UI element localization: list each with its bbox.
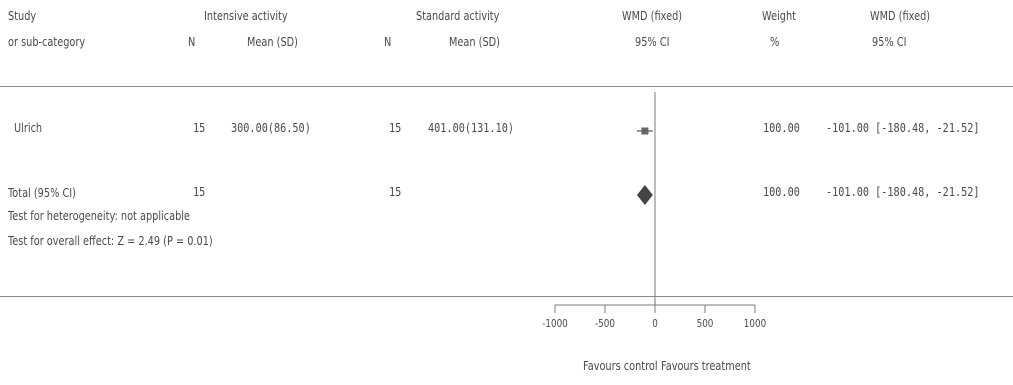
study-wmd-ci: -101.00 [-180.48, -21.52] [826, 121, 980, 135]
header-intensive-activity: Intensive activity [204, 8, 288, 23]
study-standard-mean-sd: 401.00(131.10) [428, 121, 514, 135]
header-study: Study [8, 8, 37, 23]
header-standard-mean-sd: Mean (SD) [449, 34, 500, 49]
header-weight: Weight [762, 8, 796, 23]
overall-effect-note: Test for overall effect: Z = 2.49 (P = 0… [8, 233, 213, 248]
x-tick-label-2: 0 [652, 318, 658, 330]
total-weight: 100.00 [763, 185, 800, 199]
total-standard-n: 15 [389, 185, 402, 199]
header-ci: 95% CI [635, 34, 670, 49]
favours-treatment-label: Favours treatment [661, 358, 751, 373]
header-rule [0, 86, 1013, 87]
header-intensive-n: N [188, 34, 196, 49]
x-tick-label-0: -1000 [542, 318, 568, 330]
header-subcategory: or sub-category [8, 34, 86, 49]
total-label: Total (95% CI) [8, 185, 76, 200]
study-weight: 100.00 [763, 121, 800, 135]
study-intensive-n: 15 [193, 121, 206, 135]
header-weight-unit: % [770, 34, 780, 49]
header-ci-right: 95% CI [872, 34, 907, 49]
study-name: Ulrich [14, 120, 43, 135]
pooled-diamond [636, 185, 653, 205]
header-standard-activity: Standard activity [416, 8, 500, 23]
heterogeneity-note: Test for heterogeneity: not applicable [8, 208, 190, 223]
x-tick-label-3: 500 [697, 318, 714, 330]
x-tick-label-1: -500 [595, 318, 615, 330]
study-standard-n: 15 [389, 121, 402, 135]
header-wmd-fixed: WMD (fixed) [622, 8, 683, 23]
header-wmd-fixed-right: WMD (fixed) [870, 8, 931, 23]
favours-control-label: Favours control [583, 358, 658, 373]
bottom-rule [0, 296, 1013, 297]
header-standard-n: N [384, 34, 392, 49]
total-wmd-ci: -101.00 [-180.48, -21.52] [826, 185, 980, 199]
total-intensive-n: 15 [193, 185, 206, 199]
x-tick-label-4: 1000 [744, 318, 766, 330]
study-intensive-mean-sd: 300.00(86.50) [231, 121, 311, 135]
study-point-0 [641, 127, 649, 135]
header-intensive-mean-sd: Mean (SD) [247, 34, 298, 49]
